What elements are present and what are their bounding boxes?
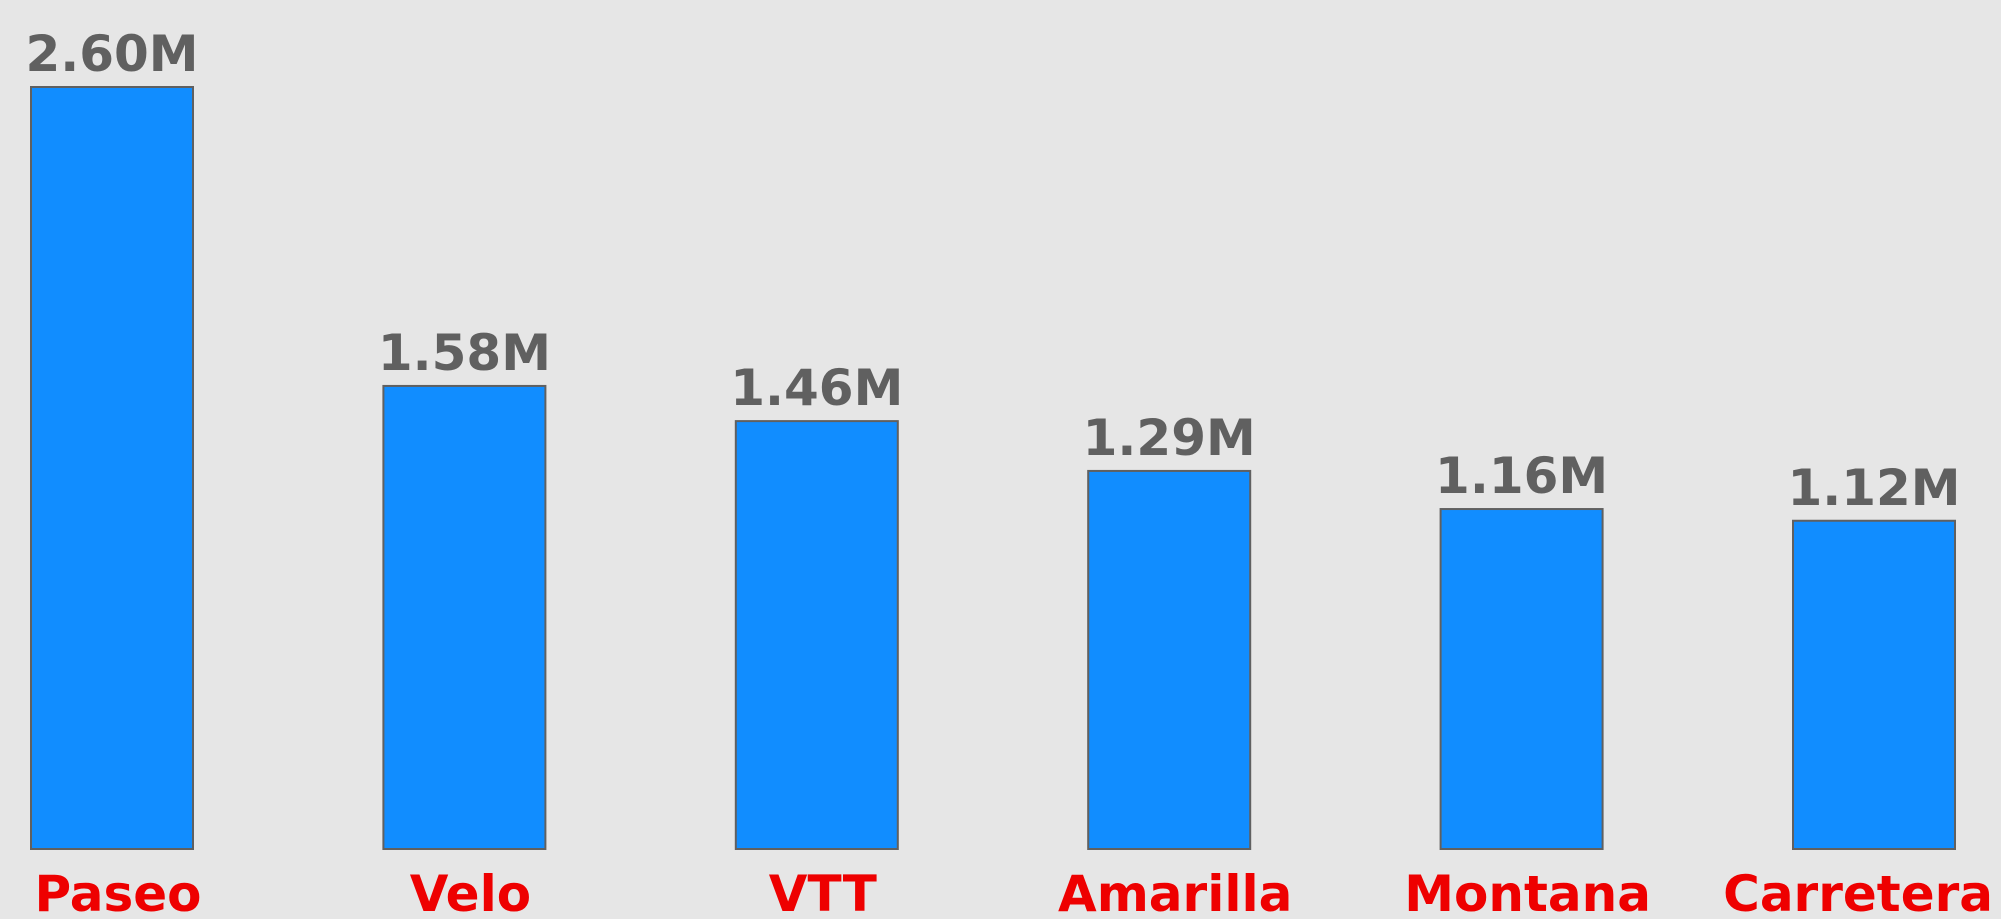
data-label: 2.60M xyxy=(25,25,198,83)
x-tick-label: VTT xyxy=(769,865,877,919)
bar xyxy=(1087,469,1252,850)
bar xyxy=(1439,508,1604,850)
data-label: 1.12M xyxy=(1787,459,1960,517)
data-label: 1.29M xyxy=(1083,409,1256,467)
x-tick-label: Carretera xyxy=(1723,865,1993,919)
data-label: 1.16M xyxy=(1435,447,1608,505)
x-tick-label: Paseo xyxy=(34,865,201,919)
bar xyxy=(734,420,899,850)
x-tick-label: Montana xyxy=(1404,865,1651,919)
x-tick-label: Amarilla xyxy=(1058,865,1292,919)
data-label: 1.58M xyxy=(378,324,551,382)
bar xyxy=(382,384,547,850)
x-tick-label: Velo xyxy=(410,865,531,919)
bar xyxy=(1792,519,1956,850)
bar xyxy=(30,86,194,850)
data-label: 1.46M xyxy=(730,359,903,417)
